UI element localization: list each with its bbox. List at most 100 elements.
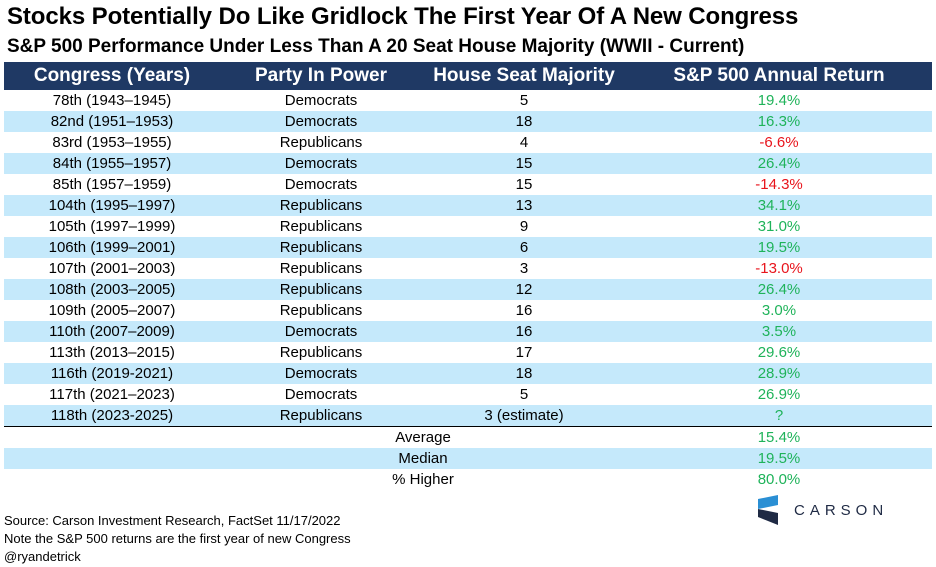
cell-party: Republicans — [220, 195, 422, 216]
table-row: 105th (1997–1999) Republicans 9 31.0% — [4, 216, 932, 237]
chart-title: Stocks Potentially Do Like Gridlock The … — [7, 3, 799, 30]
table-row: 107th (2001–2003) Republicans 3 -13.0% — [4, 258, 932, 279]
cell-return: 29.6% — [626, 342, 932, 363]
cell-majority: 6 — [422, 237, 626, 258]
cell-party: Republicans — [220, 342, 422, 363]
header-return: S&P 500 Annual Return — [626, 62, 932, 90]
cell-majority: 5 — [422, 90, 626, 111]
cell-party: Republicans — [220, 237, 422, 258]
table-row: 85th (1957–1959) Democrats 15 -14.3% — [4, 174, 932, 195]
carson-logo: CARSON — [758, 495, 908, 525]
cell-party: Republicans — [220, 258, 422, 279]
cell-majority: 18 — [422, 363, 626, 384]
header-majority: House Seat Majority — [422, 62, 626, 90]
cell-party: Republicans — [220, 132, 422, 153]
cell-congress: 85th (1957–1959) — [4, 174, 220, 195]
table-header: Congress (Years) Party In Power House Se… — [4, 62, 932, 90]
cell-party: Democrats — [220, 90, 422, 111]
cell-party: Democrats — [220, 384, 422, 405]
cell-return: 19.5% — [626, 237, 932, 258]
cell-return: 26.4% — [626, 279, 932, 300]
cell-party: Democrats — [220, 153, 422, 174]
cell-congress: 78th (1943–1945) — [4, 90, 220, 111]
cell-return: ? — [626, 405, 932, 427]
table-row: 117th (2021–2023) Democrats 5 26.9% — [4, 384, 932, 405]
cell-party: Republicans — [220, 300, 422, 321]
table-row: 108th (2003–2005) Republicans 12 26.4% — [4, 279, 932, 300]
cell-majority: 18 — [422, 111, 626, 132]
cell-congress: 109th (2005–2007) — [4, 300, 220, 321]
cell-congress: 84th (1955–1957) — [4, 153, 220, 174]
cell-return: 3.5% — [626, 321, 932, 342]
data-table: Congress (Years) Party In Power House Se… — [4, 62, 932, 490]
chart-subtitle: S&P 500 Performance Under Less Than A 20… — [7, 36, 745, 57]
cell-return: 3.0% — [626, 300, 932, 321]
cell-return: 26.4% — [626, 153, 932, 174]
summary-row: Average 15.4% — [4, 426, 932, 448]
cell-return: 16.3% — [626, 111, 932, 132]
summary-value: 19.5% — [626, 448, 932, 469]
cell-return: -6.6% — [626, 132, 932, 153]
logo-text: CARSON — [794, 501, 889, 519]
table-row: 106th (1999–2001) Republicans 6 19.5% — [4, 237, 932, 258]
table-row: 109th (2005–2007) Republicans 16 3.0% — [4, 300, 932, 321]
cell-congress: 116th (2019-2021) — [4, 363, 220, 384]
cell-return: 28.9% — [626, 363, 932, 384]
summary-value: 15.4% — [626, 426, 932, 448]
summary-label: % Higher — [220, 469, 626, 490]
cell-majority: 13 — [422, 195, 626, 216]
table-row: 83rd (1953–1955) Republicans 4 -6.6% — [4, 132, 932, 153]
cell-return: -13.0% — [626, 258, 932, 279]
cell-majority: 4 — [422, 132, 626, 153]
table-row: 110th (2007–2009) Democrats 16 3.5% — [4, 321, 932, 342]
cell-majority: 12 — [422, 279, 626, 300]
cell-majority: 3 — [422, 258, 626, 279]
summary-label: Median — [220, 448, 626, 469]
summary-blank — [4, 426, 220, 448]
cell-congress: 117th (2021–2023) — [4, 384, 220, 405]
cell-majority: 15 — [422, 153, 626, 174]
table-body: 78th (1943–1945) Democrats 5 19.4% 82nd (195… — [4, 90, 932, 427]
source-note: Source: Carson Investment Research, Fact… — [4, 513, 341, 528]
cell-congress: 83rd (1953–1955) — [4, 132, 220, 153]
cell-congress: 104th (1995–1997) — [4, 195, 220, 216]
table-row: 116th (2019-2021) Democrats 18 28.9% — [4, 363, 932, 384]
author-handle: @ryandetrick — [4, 549, 81, 564]
cell-return: 26.9% — [626, 384, 932, 405]
footnotes: Source: Carson Investment Research, Fact… — [4, 512, 351, 566]
summary-row: Median 19.5% — [4, 448, 932, 469]
cell-majority: 3 (estimate) — [422, 405, 626, 427]
cell-party: Democrats — [220, 111, 422, 132]
table-row: 104th (1995–1997) Republicans 13 34.1% — [4, 195, 932, 216]
cell-return: 19.4% — [626, 90, 932, 111]
cell-congress: 118th (2023-2025) — [4, 405, 220, 427]
cell-return: 34.1% — [626, 195, 932, 216]
cell-majority: 17 — [422, 342, 626, 363]
summary-row: % Higher 80.0% — [4, 469, 932, 490]
table-row: 78th (1943–1945) Democrats 5 19.4% — [4, 90, 932, 111]
table-summary: Average 15.4% Median 19.5%% Higher 80.0% — [4, 426, 932, 490]
summary-blank — [4, 448, 220, 469]
cell-party: Democrats — [220, 174, 422, 195]
table-row: 113th (2013–2015) Republicans 17 29.6% — [4, 342, 932, 363]
cell-congress: 108th (2003–2005) — [4, 279, 220, 300]
cell-party: Republicans — [220, 405, 422, 427]
cell-congress: 113th (2013–2015) — [4, 342, 220, 363]
cell-congress: 106th (1999–2001) — [4, 237, 220, 258]
returns-note: Note the S&P 500 returns are the first y… — [4, 531, 351, 546]
table-row: 118th (2023-2025) Republicans 3 (estimate)… — [4, 405, 932, 427]
cell-majority: 16 — [422, 300, 626, 321]
cell-majority: 15 — [422, 174, 626, 195]
carson-logo-icon — [758, 495, 778, 525]
summary-blank — [4, 469, 220, 490]
header-party: Party In Power — [220, 62, 422, 90]
cell-congress: 107th (2001–2003) — [4, 258, 220, 279]
cell-party: Democrats — [220, 321, 422, 342]
table-row: 82nd (1951–1953) Democrats 18 16.3% — [4, 111, 932, 132]
cell-congress: 105th (1997–1999) — [4, 216, 220, 237]
table-row: 84th (1955–1957) Democrats 15 26.4% — [4, 153, 932, 174]
cell-party: Republicans — [220, 279, 422, 300]
cell-party: Democrats — [220, 363, 422, 384]
cell-congress: 82nd (1951–1953) — [4, 111, 220, 132]
summary-label: Average — [220, 426, 626, 448]
